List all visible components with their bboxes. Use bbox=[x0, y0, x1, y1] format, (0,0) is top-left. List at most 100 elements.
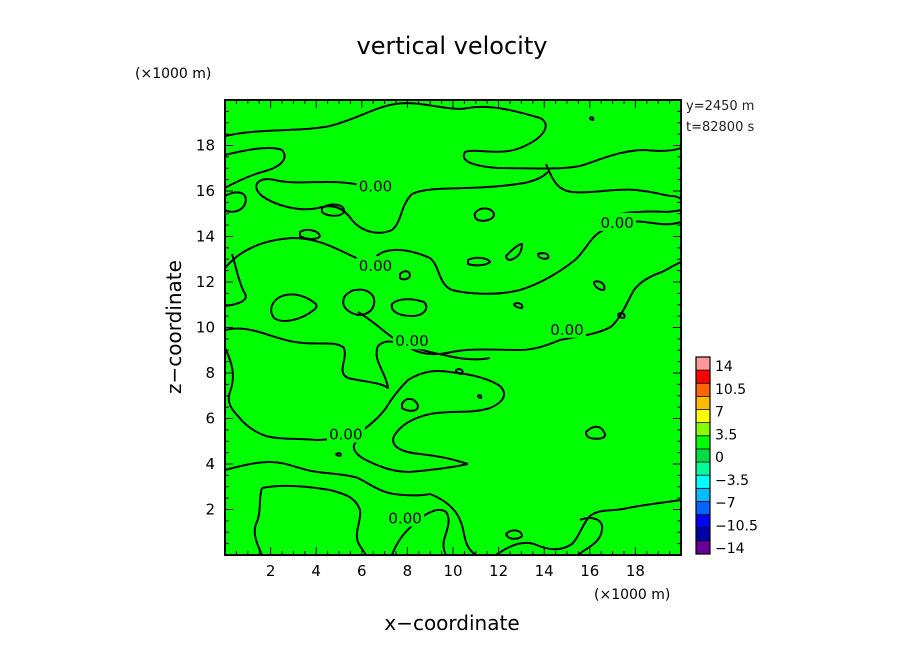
contour-label: 0.00 bbox=[395, 332, 428, 350]
colorbar-segment bbox=[696, 370, 710, 384]
contour-line bbox=[390, 298, 428, 317]
colorbar-label: 14 bbox=[715, 359, 733, 375]
contour-label: 0.00 bbox=[359, 257, 392, 275]
colorbar-label: 0 bbox=[715, 450, 724, 466]
contour-line bbox=[505, 243, 523, 261]
contour-line bbox=[224, 191, 247, 213]
ticks bbox=[225, 100, 681, 555]
colorbar-segment bbox=[696, 540, 710, 555]
contour-line bbox=[335, 452, 342, 457]
colorbar-label: −14 bbox=[715, 541, 745, 557]
contour-line bbox=[473, 207, 495, 222]
colorbar-label: 3.5 bbox=[715, 427, 737, 443]
contour-line bbox=[391, 508, 450, 556]
contour-line bbox=[589, 116, 595, 121]
contour-line bbox=[321, 203, 346, 217]
y-tick-label: 12 bbox=[196, 273, 215, 291]
contour-label-background bbox=[356, 176, 395, 195]
contour-line bbox=[513, 302, 524, 309]
contour-line bbox=[545, 163, 682, 201]
contour-line bbox=[224, 253, 247, 307]
contour-line bbox=[429, 493, 477, 556]
x-tick-label: 6 bbox=[357, 562, 367, 580]
contour-line bbox=[359, 370, 506, 465]
contour-line bbox=[224, 261, 682, 389]
y-tick-label: 14 bbox=[196, 228, 215, 246]
y-tick-label: 16 bbox=[196, 182, 215, 200]
x-tick-label: 12 bbox=[489, 562, 508, 580]
colorbar-label: −10.5 bbox=[715, 518, 758, 534]
colorbar-segment bbox=[696, 488, 710, 502]
contour-label: 0.00 bbox=[359, 177, 392, 195]
x-tick-label: 4 bbox=[311, 562, 321, 580]
x-axis-unit: (×1000 m) bbox=[594, 587, 670, 603]
y-tick-label: 6 bbox=[205, 410, 215, 428]
chart-title: vertical velocity bbox=[357, 32, 548, 60]
contour-line bbox=[299, 228, 321, 240]
contour-line bbox=[467, 256, 491, 267]
y-tick-label: 8 bbox=[205, 364, 215, 382]
contour-line bbox=[477, 394, 483, 399]
contour-line bbox=[270, 293, 318, 322]
contour-label-background bbox=[548, 319, 586, 338]
colorbar-segment bbox=[696, 514, 710, 529]
contour-line bbox=[224, 347, 361, 441]
colorbar-segment bbox=[696, 527, 710, 542]
contour-line bbox=[357, 311, 491, 361]
contour-line bbox=[585, 425, 606, 440]
x-tick-label: 10 bbox=[443, 562, 462, 580]
colorbar-segment bbox=[696, 435, 710, 450]
contour-line bbox=[224, 461, 431, 497]
contour-label-background bbox=[392, 331, 431, 350]
contour-label: 0.00 bbox=[329, 425, 362, 443]
x-tick-label: 2 bbox=[266, 562, 276, 580]
info-line-t: t=82800 s bbox=[686, 120, 754, 135]
contour-label: 0.00 bbox=[388, 510, 421, 528]
contour-label-background bbox=[386, 508, 425, 527]
contour-line bbox=[593, 280, 606, 291]
y-tick-label: 2 bbox=[205, 501, 215, 519]
field-fill bbox=[225, 100, 681, 555]
y-axis-unit: (×1000 m) bbox=[135, 66, 211, 82]
zero-contours bbox=[224, 102, 682, 556]
contour-line bbox=[617, 312, 626, 319]
contour-label: 0.00 bbox=[600, 214, 633, 232]
contour-line bbox=[342, 288, 376, 316]
contour-label-background bbox=[598, 212, 637, 231]
contour-line bbox=[401, 398, 419, 412]
contour-line bbox=[224, 146, 286, 189]
y-tick-label: 4 bbox=[205, 455, 215, 473]
colorbar-label: 10.5 bbox=[715, 382, 746, 398]
colorbar-segment bbox=[696, 501, 710, 516]
colorbar-segment bbox=[696, 475, 710, 489]
colorbar-segment bbox=[696, 396, 710, 411]
contour-line bbox=[261, 484, 367, 556]
contour-line bbox=[255, 171, 549, 234]
colorbar-label: −7 bbox=[715, 496, 736, 512]
colorbar-segment bbox=[696, 462, 710, 476]
x-tick-label: 18 bbox=[626, 562, 645, 580]
contour-line bbox=[352, 439, 469, 473]
colorbar-segment bbox=[696, 422, 710, 437]
colorbar-segment bbox=[696, 383, 710, 397]
contour-line bbox=[399, 270, 411, 281]
colorbar-label: 7 bbox=[715, 405, 724, 421]
colorbar-label: −3.5 bbox=[715, 473, 749, 489]
contour-line bbox=[505, 529, 523, 540]
colorbar-frame bbox=[695, 356, 711, 555]
contour-line bbox=[577, 517, 604, 556]
contour-label-background bbox=[326, 424, 365, 443]
contour-line bbox=[455, 368, 464, 375]
x-tick-label: 14 bbox=[535, 562, 554, 580]
y-axis-title: z−coordinate bbox=[162, 260, 186, 394]
contour-line bbox=[495, 499, 682, 556]
colorbar: 14 10.5 7 3.5 0 −3.5 −7 −10.5 −14 bbox=[695, 356, 758, 557]
x-tick-label: 8 bbox=[403, 562, 413, 580]
x-tick-label: 16 bbox=[580, 562, 599, 580]
contour-labels: 0.00 0.00 0.00 0.00 0.00 0.00 0.00 bbox=[326, 176, 637, 528]
y-tick-label: 10 bbox=[196, 319, 215, 337]
plot-area: 0.00 0.00 0.00 0.00 0.00 0.00 0.00 bbox=[224, 99, 682, 556]
contour-label: 0.00 bbox=[550, 321, 583, 339]
colorbar-segment bbox=[696, 409, 710, 424]
